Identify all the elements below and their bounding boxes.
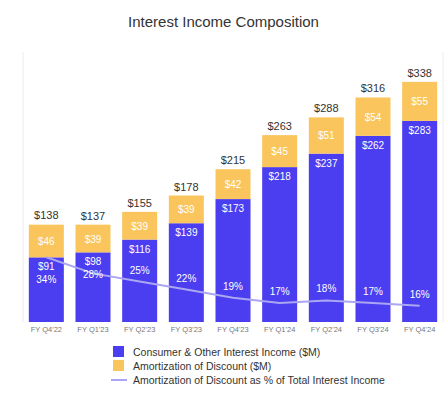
x-tick-label: FY Q1'24 xyxy=(264,325,295,334)
chart-svg: Interest Income Composition $91 $46 $98 $39 $… xyxy=(0,0,447,396)
data-label: $237 xyxy=(315,158,338,169)
total-label: $155 xyxy=(127,197,151,209)
bar-segment xyxy=(29,257,64,322)
bar-segment xyxy=(76,225,111,253)
legend-label: Amortization of Discount ($M) xyxy=(133,360,271,372)
bar-segment xyxy=(122,212,157,240)
data-label: $139 xyxy=(175,227,198,238)
bar-segment xyxy=(216,169,251,199)
line-data-label: 17% xyxy=(363,286,383,297)
total-label: $288 xyxy=(314,102,338,114)
legend-entry: Consumer & Other Interest Income ($M) xyxy=(113,346,320,358)
legend-swatch xyxy=(111,379,127,381)
line-data-label: 28% xyxy=(83,269,103,280)
data-label: $173 xyxy=(222,203,245,214)
legend-label: Amortization of Discount as % of Total I… xyxy=(133,374,385,386)
legend-label: Consumer & Other Interest Income ($M) xyxy=(133,346,320,358)
x-tick-label: FY Q3'23 xyxy=(171,325,202,334)
data-label: $116 xyxy=(129,244,151,255)
bar-segment xyxy=(29,225,64,258)
data-label: $45 xyxy=(271,146,288,157)
total-label: $316 xyxy=(361,82,385,94)
data-label: $54 xyxy=(365,112,382,123)
total-label: $138 xyxy=(34,209,58,221)
x-tick-label: FY Q4'23 xyxy=(217,325,248,334)
plot-area xyxy=(29,82,437,322)
line-data-label: 17% xyxy=(270,286,290,297)
total-label: $137 xyxy=(81,210,105,222)
data-label: $55 xyxy=(411,96,428,107)
chart-container: Interest Income Composition $91 $46 $98 $39 $… xyxy=(0,0,447,396)
bar-segment xyxy=(216,199,251,322)
bar-segment xyxy=(356,136,391,322)
data-label: $42 xyxy=(225,179,242,190)
data-label: $39 xyxy=(178,204,195,215)
bar-segment xyxy=(262,135,297,167)
bar-segment xyxy=(169,223,204,322)
line-data-label: 25% xyxy=(130,265,150,276)
bar-segment xyxy=(169,196,204,224)
y2-axis-line xyxy=(443,52,444,322)
total-label: $263 xyxy=(267,120,291,132)
data-label: $39 xyxy=(85,234,102,245)
line-series xyxy=(46,257,419,306)
line-data-label: 19% xyxy=(223,281,243,292)
line-data-label: 18% xyxy=(316,283,336,294)
x-tick-label: FY Q4'22 xyxy=(31,325,62,334)
bar-segment xyxy=(262,167,297,322)
data-label: $283 xyxy=(409,125,432,136)
legend-entry: Amortization of Discount ($M) xyxy=(113,360,271,372)
bar-segment xyxy=(402,121,437,322)
data-label: $51 xyxy=(318,130,335,141)
bar-segment xyxy=(309,154,344,322)
line-data-label: 34% xyxy=(36,274,56,285)
title: Interest Income Composition xyxy=(128,13,319,30)
bar-segment xyxy=(76,252,111,322)
x-tick-label: FY Q3'24 xyxy=(357,325,388,334)
x-tick-label: FY Q1'23 xyxy=(77,325,108,334)
bar-segment xyxy=(402,82,437,121)
data-label: $91 xyxy=(38,261,55,272)
data-label: $39 xyxy=(131,221,148,232)
line-data-label: 16% xyxy=(410,289,430,300)
data-label: $262 xyxy=(362,140,385,151)
x-tick-label: FY Q2'23 xyxy=(124,325,155,334)
x-tick-label: FY Q2'24 xyxy=(311,325,342,334)
total-label: $178 xyxy=(174,181,198,193)
data-label: $46 xyxy=(38,236,55,247)
total-label: $338 xyxy=(407,67,431,79)
legend-swatch xyxy=(113,360,124,371)
bar-segment xyxy=(309,117,344,153)
legend-swatch xyxy=(113,346,124,357)
data-label: $218 xyxy=(269,171,292,182)
y-axis-line xyxy=(23,52,24,322)
x-tick-label: FY Q4'24 xyxy=(404,325,435,334)
data-label: $98 xyxy=(85,256,102,267)
total-label: $215 xyxy=(221,154,245,166)
bar-segment xyxy=(356,97,391,135)
line-data-label: 22% xyxy=(176,273,196,284)
legend-entry: Amortization of Discount as % of Total I… xyxy=(111,374,385,386)
